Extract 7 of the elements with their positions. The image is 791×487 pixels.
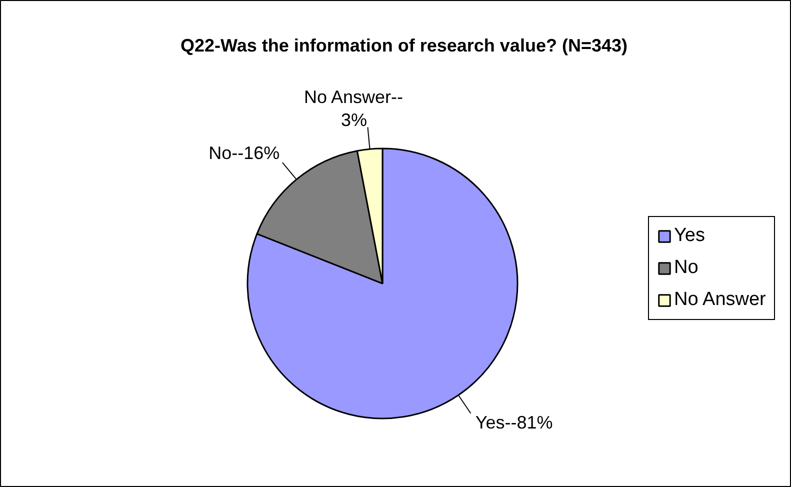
data-label: No--16% [208, 143, 280, 164]
legend-label: No Answer [674, 289, 766, 311]
legend-label: No [674, 257, 698, 279]
chart-title: Q22-Was the information of research value? (N=343) [180, 36, 628, 56]
data-label: Yes--81% [475, 412, 553, 433]
data-label: No Answer-- 3% [304, 86, 403, 130]
legend-label: Yes [674, 225, 705, 247]
